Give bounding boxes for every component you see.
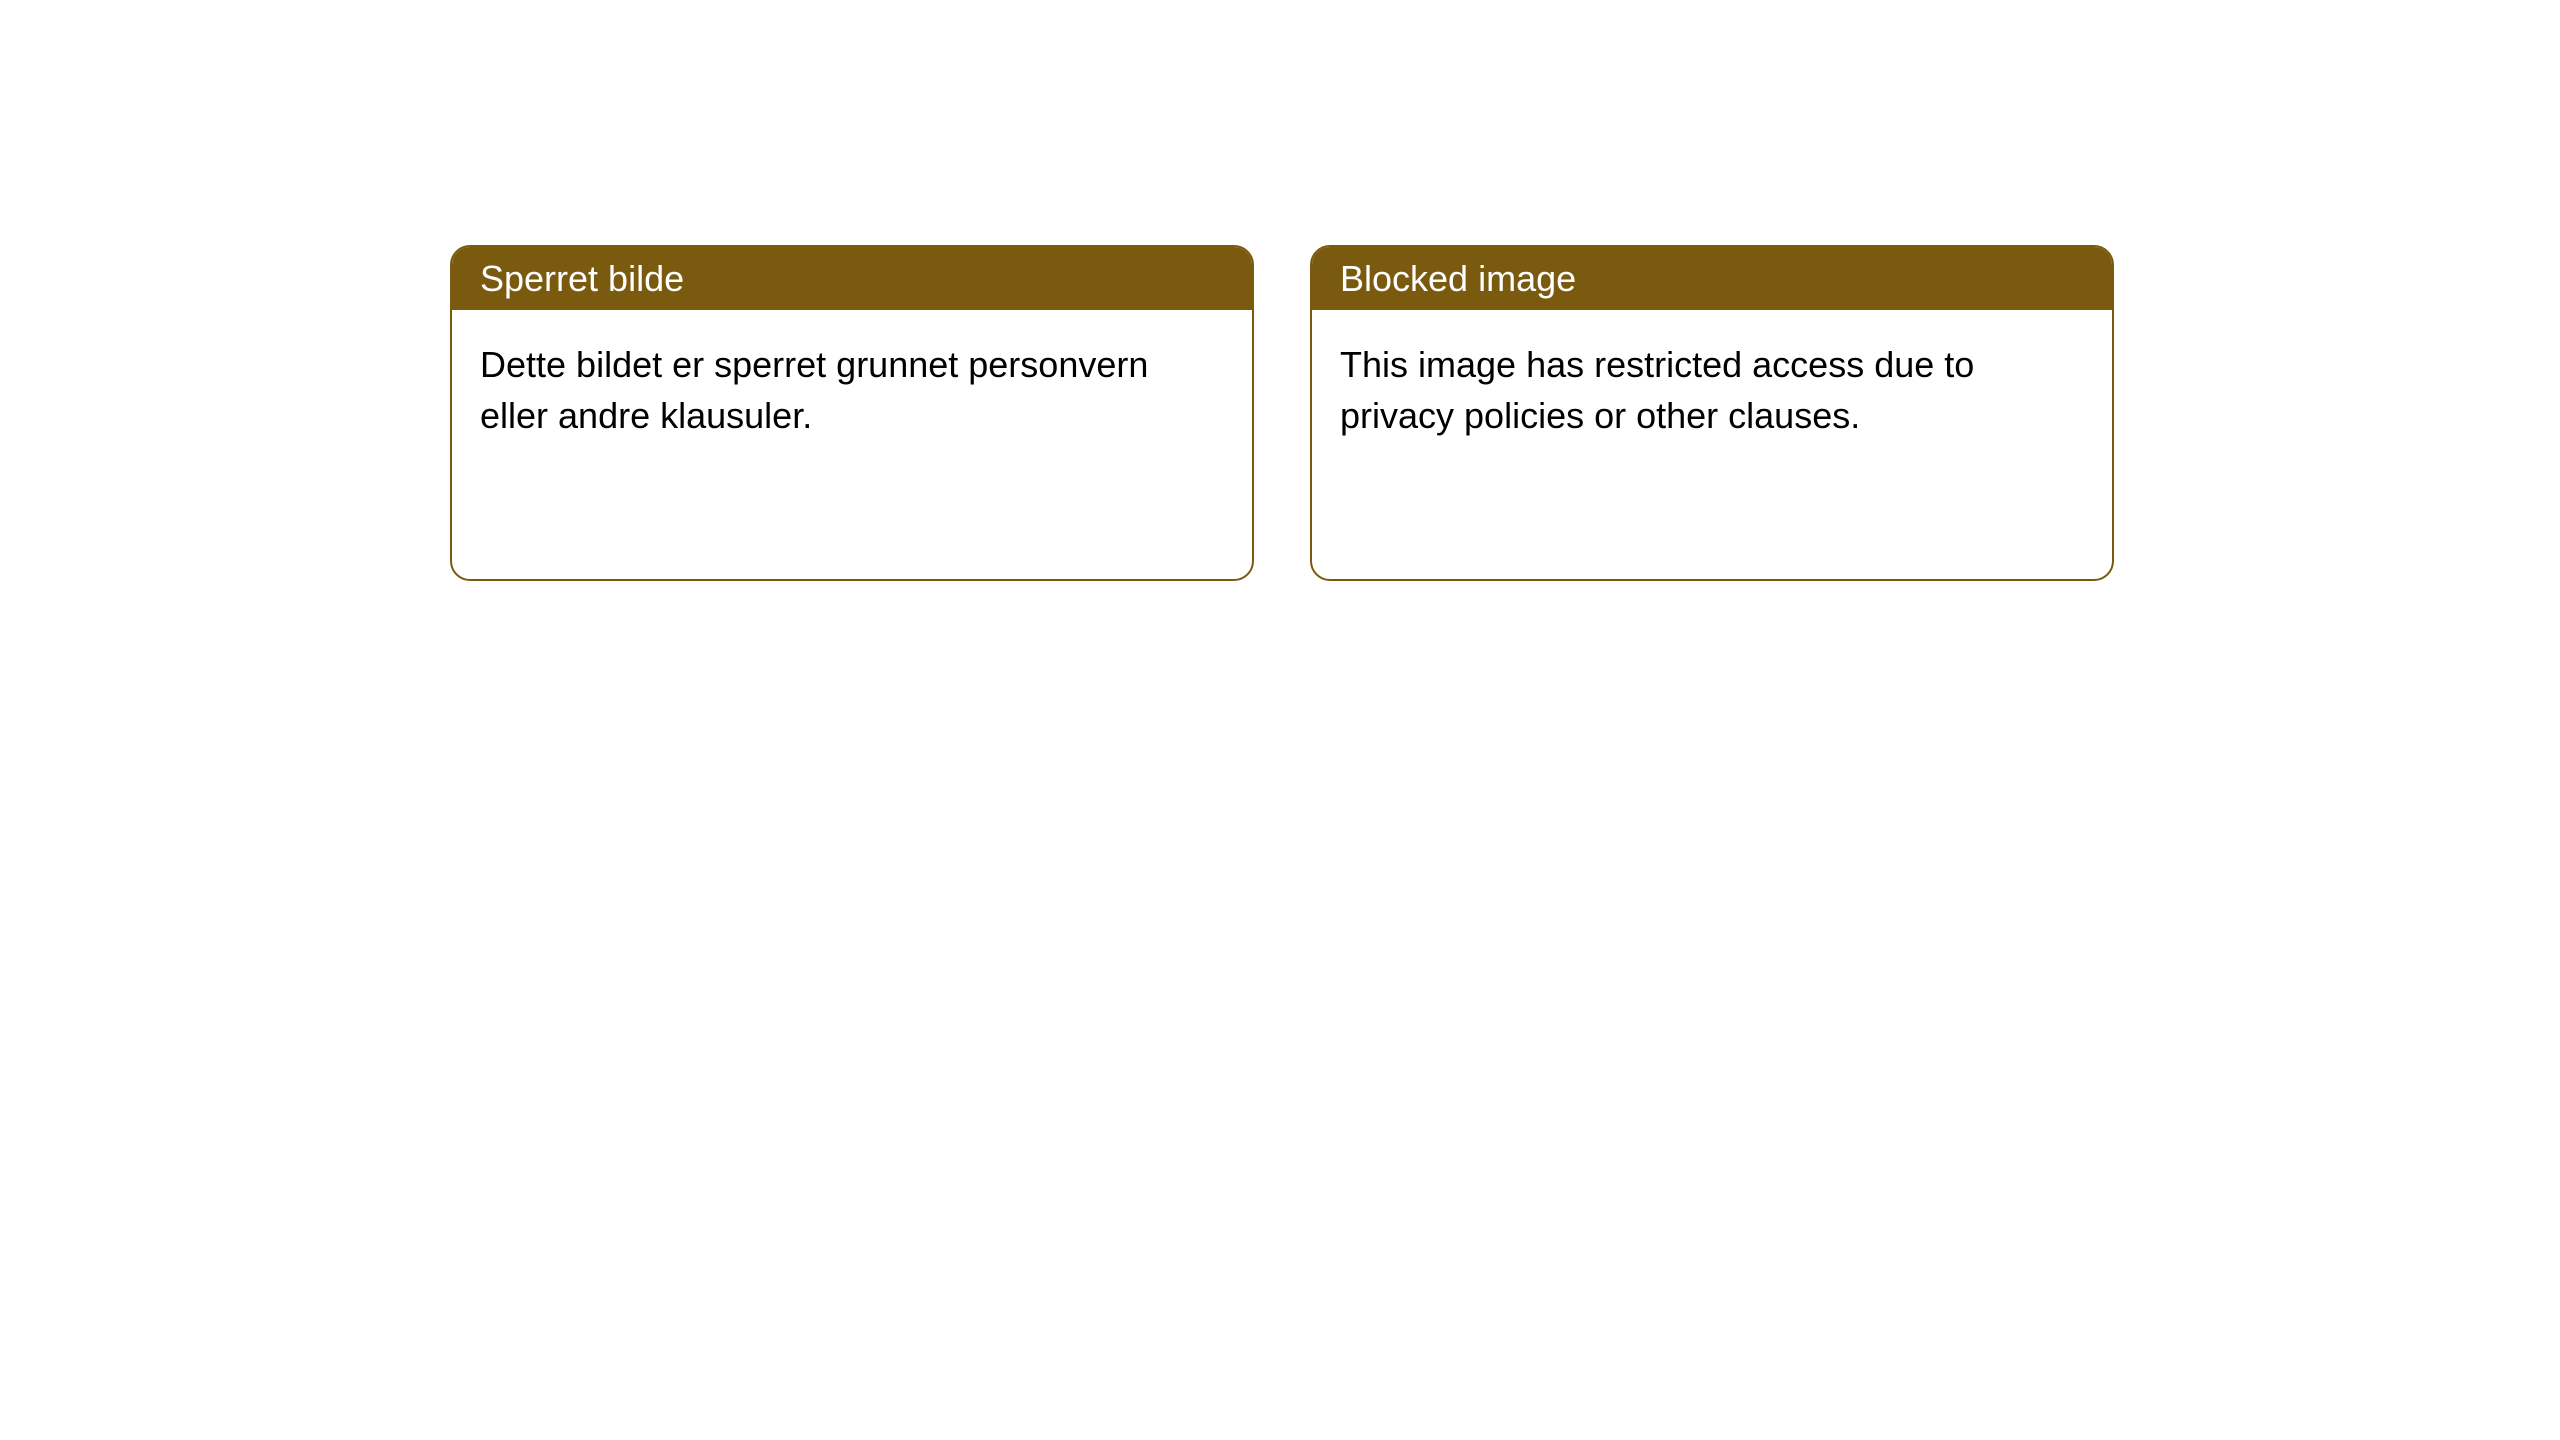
notice-cards-row: Sperret bilde Dette bildet er sperret gr… <box>450 245 2114 581</box>
notice-card-english: Blocked image This image has restricted … <box>1310 245 2114 581</box>
card-body-norwegian: Dette bildet er sperret grunnet personve… <box>452 310 1252 471</box>
card-body-english: This image has restricted access due to … <box>1312 310 2112 471</box>
card-header-english: Blocked image <box>1312 247 2112 310</box>
notice-card-norwegian: Sperret bilde Dette bildet er sperret gr… <box>450 245 1254 581</box>
card-header-norwegian: Sperret bilde <box>452 247 1252 310</box>
